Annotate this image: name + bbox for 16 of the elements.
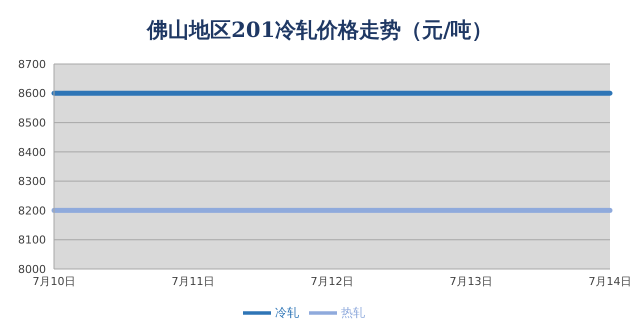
x-tick-label: 7月13日 <box>450 274 492 288</box>
y-tick-label: 8000 <box>18 262 46 276</box>
legend-label: 冷轧 <box>275 305 299 320</box>
chart-title: 佛山地区201冷轧价格走势（元/吨） <box>146 16 494 44</box>
y-tick-label: 8500 <box>18 116 46 130</box>
y-tick-label: 8200 <box>18 204 46 218</box>
x-tick-label: 7月12日 <box>310 274 354 288</box>
y-tick-label: 8400 <box>18 146 46 159</box>
y-tick-label: 8100 <box>18 234 46 247</box>
y-tick-label: 8600 <box>18 87 46 100</box>
x-tick-label: 7月10日 <box>32 274 76 288</box>
y-tick-label: 8300 <box>18 175 46 188</box>
x-tick-label: 7月11日 <box>172 274 214 288</box>
x-tick-label: 7月14日 <box>588 274 632 288</box>
legend-label: 热轧 <box>341 305 365 320</box>
y-tick-label: 8700 <box>18 58 46 71</box>
